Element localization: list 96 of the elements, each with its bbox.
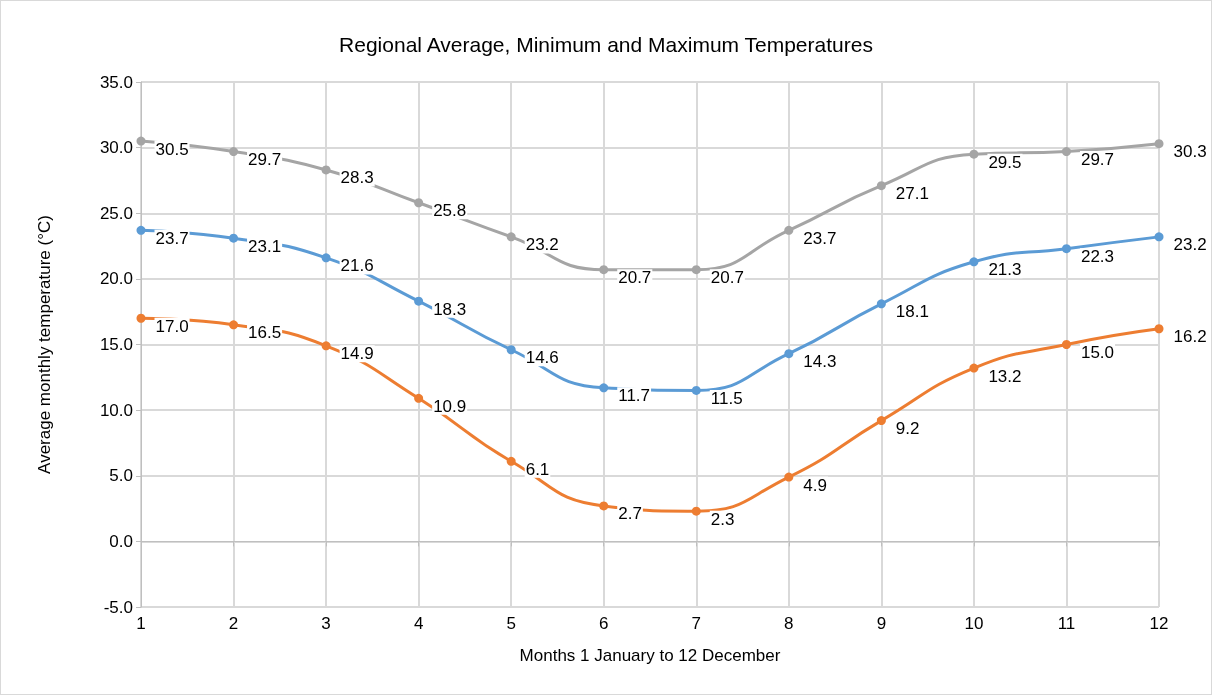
point bbox=[414, 393, 424, 403]
x-tick-label: 6 bbox=[598, 614, 609, 633]
point bbox=[1154, 139, 1164, 149]
y-tick-label: 15.0 bbox=[99, 335, 133, 354]
point bbox=[506, 345, 516, 355]
data-label: 18.1 bbox=[895, 302, 929, 322]
data-label: 21.3 bbox=[988, 260, 1022, 280]
data-label: 15.0 bbox=[1080, 343, 1115, 362]
data-label: 18.3 bbox=[433, 299, 467, 319]
y-tick-label: 10.0 bbox=[99, 400, 133, 420]
data-label: 16.2 bbox=[1173, 327, 1207, 347]
point bbox=[969, 257, 979, 267]
data-label: 11.7 bbox=[618, 386, 651, 406]
y-tick-label: -5.0 bbox=[103, 597, 133, 617]
data-label: 17.0 bbox=[155, 316, 189, 336]
point bbox=[599, 265, 609, 275]
point bbox=[136, 313, 146, 323]
data-label: 13.2 bbox=[988, 366, 1022, 386]
point bbox=[969, 149, 979, 159]
point bbox=[321, 341, 331, 351]
x-axis-title: Months 1 January to 12 December bbox=[519, 646, 781, 665]
point bbox=[599, 383, 609, 393]
data-label: 20.7 bbox=[618, 268, 652, 288]
data-label: 25.8 bbox=[433, 201, 467, 221]
data-label: 4.9 bbox=[803, 475, 827, 495]
data-label: 29.7 bbox=[248, 150, 282, 170]
point bbox=[321, 253, 331, 263]
data-label: 23.2 bbox=[1173, 235, 1207, 255]
point bbox=[876, 416, 886, 426]
x-tick-label: 5 bbox=[506, 614, 516, 633]
data-label: 10.9 bbox=[433, 396, 467, 416]
point bbox=[229, 147, 239, 157]
x-tick-label: 8 bbox=[784, 614, 794, 633]
data-label: 29.7 bbox=[1080, 150, 1115, 170]
point bbox=[506, 232, 516, 242]
y-tick-label: 35.0 bbox=[99, 72, 133, 92]
data-label: 23.7 bbox=[155, 228, 189, 248]
x-tick-label: 4 bbox=[413, 614, 424, 633]
point bbox=[784, 225, 794, 235]
point bbox=[229, 233, 239, 243]
point bbox=[136, 225, 146, 235]
point bbox=[876, 299, 886, 309]
point bbox=[691, 385, 701, 395]
data-label: 6.1 bbox=[525, 459, 550, 479]
data-label: 23.7 bbox=[803, 228, 837, 248]
data-label: 28.3 bbox=[340, 168, 374, 188]
y-tick-label: 30.0 bbox=[99, 138, 133, 158]
y-tick-label: 25.0 bbox=[99, 203, 133, 223]
point bbox=[414, 198, 424, 208]
point bbox=[691, 506, 701, 516]
x-tick-label: 2 bbox=[228, 614, 239, 633]
point bbox=[599, 501, 609, 511]
point bbox=[784, 472, 794, 482]
y-tick-label: 0.0 bbox=[109, 531, 133, 551]
point bbox=[229, 320, 239, 330]
point bbox=[1154, 232, 1164, 242]
point bbox=[1061, 147, 1071, 157]
point bbox=[969, 363, 979, 373]
y-tick-label: 20.0 bbox=[99, 269, 133, 289]
point bbox=[414, 296, 424, 306]
data-label: 14.9 bbox=[340, 344, 374, 364]
data-label: 30.3 bbox=[1173, 142, 1207, 162]
point bbox=[1061, 244, 1071, 254]
point bbox=[784, 349, 794, 359]
x-tick-label: 12 bbox=[1149, 614, 1169, 633]
data-label: 30.5 bbox=[155, 139, 189, 159]
data-label: 14.3 bbox=[803, 352, 837, 372]
data-label: 11.5 bbox=[710, 388, 743, 408]
data-label: 2.3 bbox=[710, 509, 735, 529]
data-label: 9.2 bbox=[895, 419, 920, 439]
data-label: 27.1 bbox=[895, 184, 929, 204]
point bbox=[321, 165, 331, 175]
data-label: 21.6 bbox=[340, 256, 374, 276]
data-label: 22.3 bbox=[1080, 247, 1115, 267]
x-tick-label: 7 bbox=[691, 614, 702, 633]
x-tick-label: 9 bbox=[876, 614, 887, 633]
data-label: 16.5 bbox=[248, 323, 282, 343]
point bbox=[506, 456, 516, 466]
x-tick-label: 1 bbox=[136, 614, 146, 633]
point bbox=[876, 181, 886, 191]
point bbox=[136, 136, 146, 146]
data-label: 23.1 bbox=[248, 236, 282, 256]
data-label: 20.7 bbox=[710, 268, 744, 288]
y-axis-title: Average monthly temperature (°C) bbox=[35, 215, 54, 474]
point bbox=[1061, 340, 1071, 349]
data-label: 2.7 bbox=[618, 504, 642, 524]
x-tick-label: 3 bbox=[321, 614, 331, 633]
point bbox=[691, 265, 701, 275]
data-label: 29.5 bbox=[988, 152, 1022, 172]
data-label: 23.2 bbox=[525, 235, 559, 255]
data-label: 14.6 bbox=[525, 348, 559, 368]
chart-title: Regional Average, Minimum and Maximum Temperatures bbox=[339, 33, 873, 56]
y-tick-label: 5.0 bbox=[109, 466, 133, 486]
x-tick-label: 10 bbox=[964, 614, 984, 633]
point bbox=[1154, 324, 1164, 334]
x-tick-label: 11 bbox=[1057, 614, 1076, 633]
